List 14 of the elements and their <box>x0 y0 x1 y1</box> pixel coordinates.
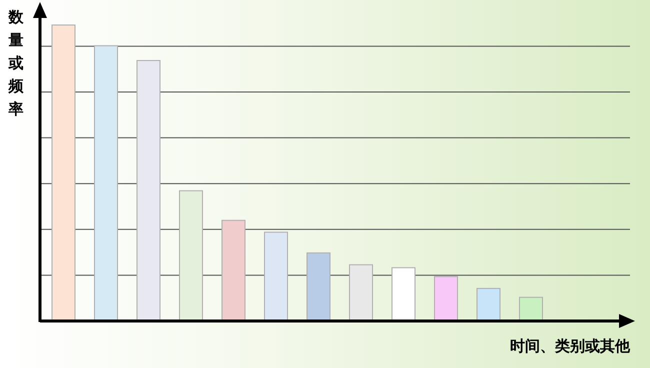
bar <box>434 276 458 322</box>
bar <box>519 296 543 322</box>
bar <box>349 264 373 322</box>
bar <box>264 232 288 322</box>
bar <box>179 190 203 322</box>
bar <box>222 220 246 322</box>
bar <box>306 252 330 322</box>
bar <box>476 288 500 322</box>
bar <box>136 60 160 322</box>
x-axis-title: 时间、类别或其他 <box>510 337 631 355</box>
y-axis-title: 数量或频率 <box>8 8 24 118</box>
bar <box>94 45 118 322</box>
bar <box>52 24 76 322</box>
bar <box>392 267 416 322</box>
